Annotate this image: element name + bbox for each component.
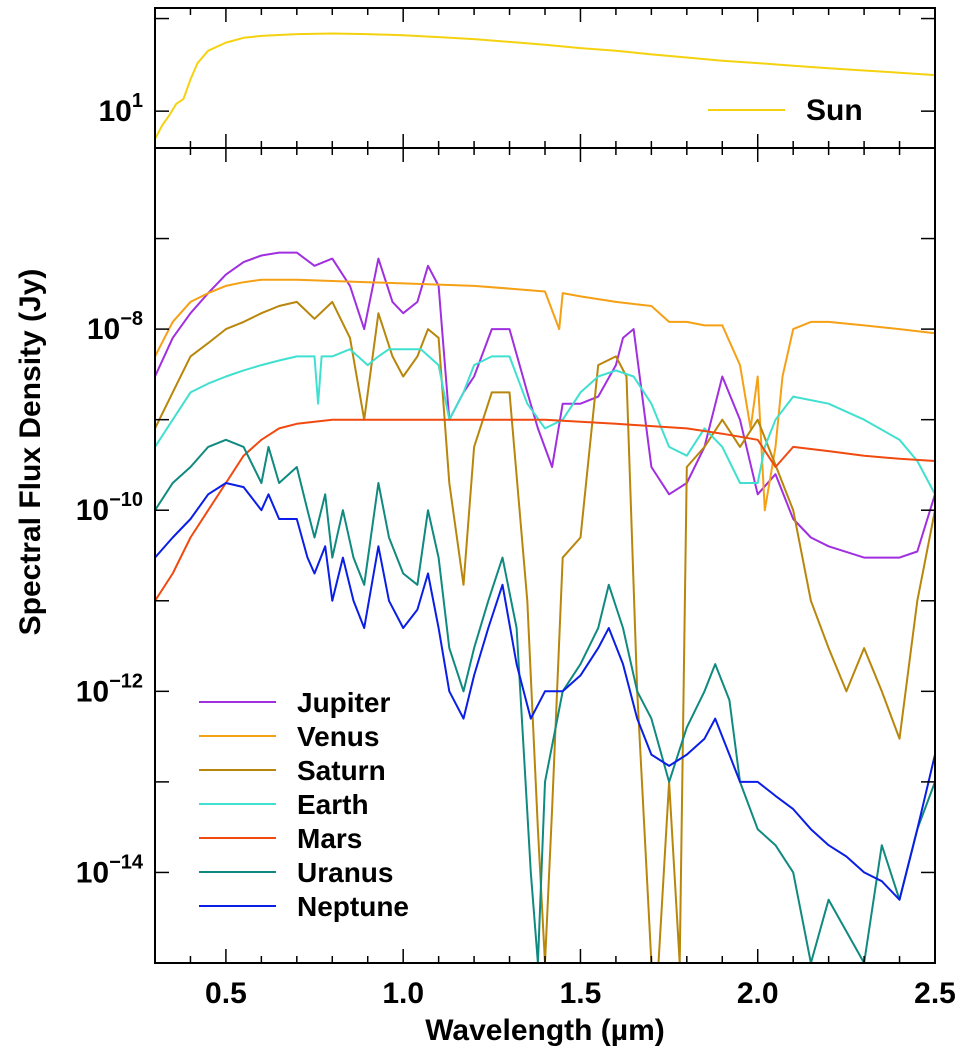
y-tick-label: 10−12 <box>76 670 143 708</box>
series-line-jupiter <box>155 251 935 559</box>
legend-label-jupiter: Jupiter <box>297 687 390 718</box>
legend-label-saturn: Saturn <box>297 755 386 786</box>
x-tick-label: 2.5 <box>914 977 956 1010</box>
legend-label-neptune: Neptune <box>297 891 409 922</box>
x-tick-label: 2.0 <box>737 977 779 1010</box>
legend-label-sun: Sun <box>806 94 863 127</box>
y-axis-label: Spectral Flux Density (Jy) <box>14 269 47 636</box>
x-tick-label: 1.0 <box>382 977 424 1010</box>
legend-label-earth: Earth <box>297 789 369 820</box>
series-line-sun <box>155 32 935 140</box>
x-tick-label: 0.5 <box>205 977 247 1010</box>
legend-label-venus: Venus <box>297 721 379 752</box>
legend-label-mars: Mars <box>297 823 362 854</box>
x-tick-label: 1.5 <box>560 977 602 1010</box>
sun-legend: Sun <box>708 94 863 127</box>
sun-panel-frame <box>154 7 936 149</box>
y-tick-label: 10−14 <box>76 851 144 889</box>
y-tick-label: 10−10 <box>76 489 143 527</box>
planets-panel-frame <box>154 147 936 964</box>
legend-label-uranus: Uranus <box>297 857 393 888</box>
series-line-earth <box>155 348 935 495</box>
sun-panel: 101 Sun <box>99 7 936 149</box>
x-axis-label: Wavelength (µm) <box>425 1014 665 1047</box>
series-line-neptune <box>155 482 935 901</box>
planets-panel: 0.5 1.0 1.5 2.0 2.5 10−8 10−10 10−12 10−14 Jupit… <box>76 147 956 1010</box>
y-tick-label: 101 <box>99 90 144 128</box>
series-line-mars <box>155 418 935 602</box>
y-tick-label: 10−8 <box>87 308 143 346</box>
series-line-venus <box>155 278 935 512</box>
series-line-uranus <box>155 438 935 963</box>
